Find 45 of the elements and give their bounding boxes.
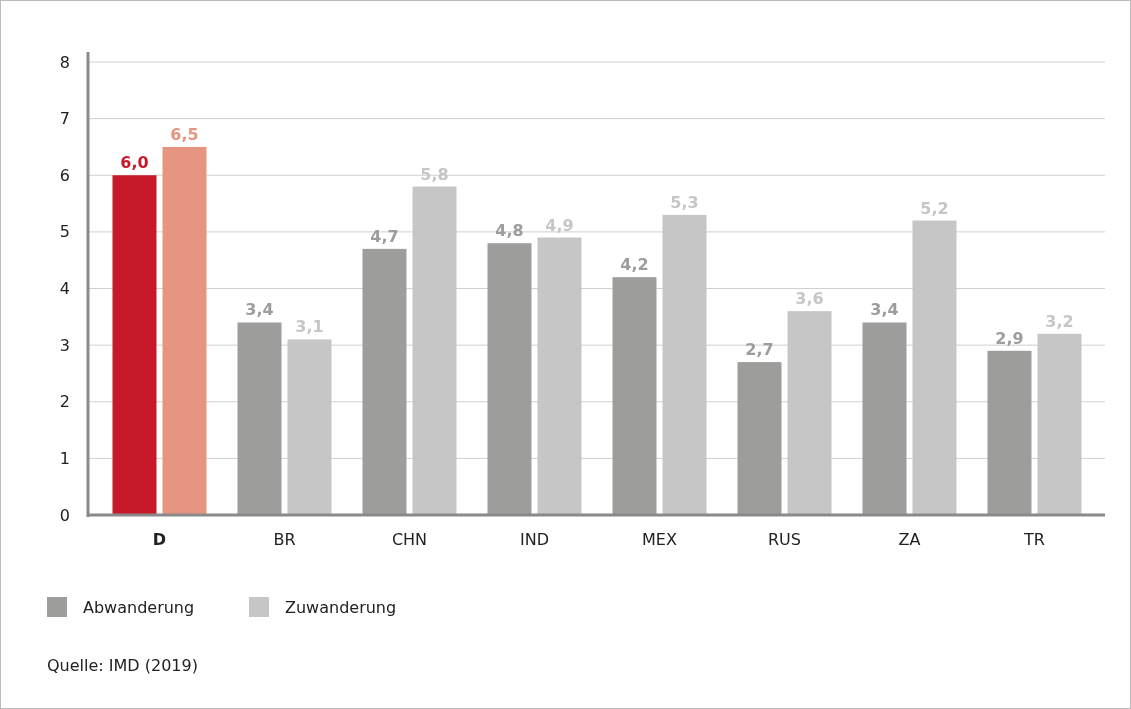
x-tick-label: ZA: [898, 530, 921, 549]
data-label: 3,2: [1045, 311, 1074, 331]
data-label: 4,9: [545, 215, 574, 235]
data-label: 4,8: [495, 221, 524, 241]
data-label: 2,9: [995, 328, 1024, 348]
bar: [362, 248, 407, 515]
data-label: 3,4: [870, 300, 899, 320]
x-tick-label: CHN: [391, 530, 428, 549]
bar: [737, 362, 782, 515]
bar: [112, 175, 157, 515]
data-label: 2,7: [745, 340, 774, 360]
source-note: Quelle: IMD (2019): [47, 655, 198, 675]
bar: [862, 322, 907, 515]
data-label: 6,0: [120, 153, 149, 173]
data-label: 4,2: [620, 255, 649, 275]
x-tick-label: IND: [519, 530, 550, 549]
data-label: 3,1: [295, 317, 324, 337]
data-label: 5,3: [670, 192, 699, 212]
y-tick-label: 0: [59, 505, 70, 525]
bar: [487, 243, 532, 515]
x-tick-label: TR: [1023, 530, 1045, 549]
data-label: 3,4: [245, 300, 274, 320]
y-tick-label: 5: [59, 222, 70, 242]
data-label: 4,7: [370, 226, 399, 246]
y-tick-label: 7: [59, 109, 70, 129]
y-tick-label: 1: [59, 448, 70, 468]
data-label: 6,5: [170, 124, 199, 144]
bar: [612, 277, 657, 515]
y-tick-label: 3: [59, 335, 70, 355]
legend-label: Zuwanderung: [285, 597, 397, 617]
x-tick-label: D: [152, 530, 167, 549]
data-label: 5,8: [420, 164, 449, 184]
legend-label: Abwanderung: [83, 597, 195, 617]
y-tick-label: 2: [59, 392, 70, 412]
x-tick-label: BR: [273, 530, 296, 549]
data-label: 5,2: [920, 198, 949, 218]
y-tick-label: 4: [59, 279, 70, 299]
y-tick-label: 8: [59, 52, 70, 72]
data-label: 3,6: [795, 289, 824, 309]
x-tick-label: RUS: [768, 530, 801, 549]
bar: [987, 350, 1032, 515]
y-tick-label: 6: [59, 165, 70, 185]
bar: [162, 146, 207, 515]
bar: [237, 322, 282, 515]
x-tick-label: MEX: [642, 530, 677, 549]
